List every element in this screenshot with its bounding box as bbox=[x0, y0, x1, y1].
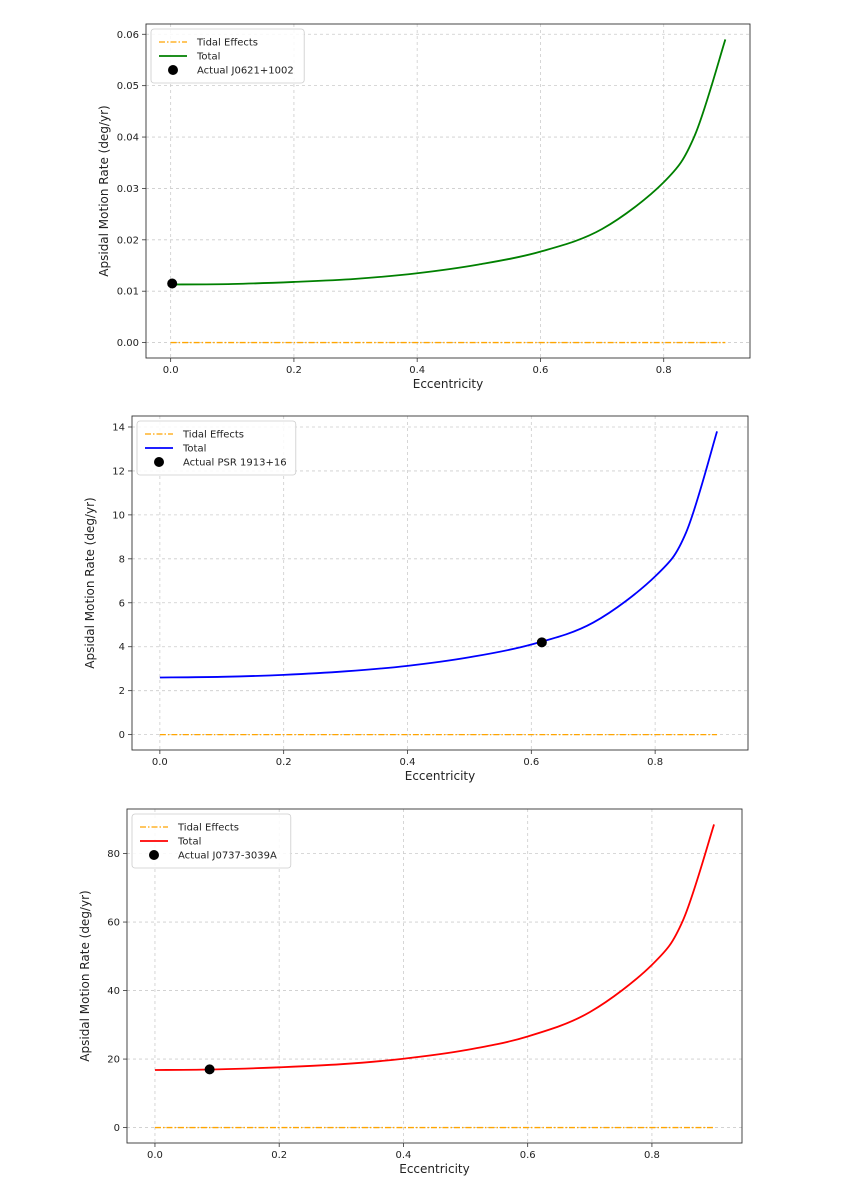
x-tick-label: 0.6 bbox=[523, 757, 539, 768]
y-tick-label: 8 bbox=[119, 554, 125, 565]
legend-label: Total bbox=[182, 444, 206, 455]
legend-label: Tidal Effects bbox=[182, 430, 244, 441]
plot-frame bbox=[126, 808, 743, 1144]
y-tick-label: 20 bbox=[107, 1055, 120, 1066]
total-curve bbox=[154, 824, 715, 1071]
x-tick-label: 0.4 bbox=[409, 365, 425, 376]
chart-2: 0.0 0.2 0.4 0.6 0.8 0 2 4 6 8 10 12 14 Eccentricity Ap… bbox=[83, 415, 749, 783]
y-tick-label: 0.00 bbox=[117, 338, 139, 349]
plot-frame bbox=[145, 23, 751, 359]
legend: Tidal Effects Total Actual PSR 1913+16 bbox=[136, 420, 297, 476]
plot-frame bbox=[131, 415, 749, 751]
x-tick-label: 0.2 bbox=[271, 1150, 287, 1161]
y-tick-label: 2 bbox=[119, 686, 125, 697]
y-tick-label: 40 bbox=[107, 986, 120, 997]
x-tick-label: 0.0 bbox=[147, 1150, 163, 1161]
y-tick-label: 4 bbox=[119, 642, 125, 653]
legend-label: Tidal Effects bbox=[177, 823, 239, 834]
x-tick-label: 0.8 bbox=[647, 757, 663, 768]
y-tick-label: 0.02 bbox=[117, 235, 139, 246]
legend-label: Actual J0621+1002 bbox=[197, 66, 294, 77]
legend-label: Total bbox=[196, 52, 220, 63]
y-tick-label: 0.06 bbox=[117, 30, 139, 41]
x-tick-label: 0.4 bbox=[400, 757, 416, 768]
x-axis-label: Eccentricity bbox=[413, 377, 483, 391]
y-tick-label: 0.05 bbox=[117, 81, 139, 92]
y-axis-label: Apsidal Motion Rate (deg/yr) bbox=[83, 497, 97, 668]
y-tick-label: 0 bbox=[119, 730, 125, 741]
x-tick-label: 0.4 bbox=[395, 1150, 411, 1161]
y-tick-label: 0.03 bbox=[117, 184, 139, 195]
legend-marker-icon bbox=[154, 457, 164, 467]
legend-label: Total bbox=[177, 837, 201, 848]
x-tick-label: 0.8 bbox=[656, 365, 672, 376]
y-axis-label: Apsidal Motion Rate (deg/yr) bbox=[97, 105, 111, 276]
y-tick-label: 0.01 bbox=[117, 287, 139, 298]
chart-1: 0.0 0.2 0.4 0.6 0.8 0.00 0.01 0.02 0.03 0.04 0.05 0… bbox=[97, 23, 751, 391]
y-tick-label: 6 bbox=[119, 598, 125, 609]
x-tick-label: 0.0 bbox=[152, 757, 168, 768]
total-curve bbox=[159, 431, 718, 679]
legend: Tidal Effects Total Actual J0737-3039A bbox=[131, 813, 292, 869]
y-tick-label: 10 bbox=[112, 510, 125, 521]
data-point-marker bbox=[536, 637, 547, 648]
x-axis-label: Eccentricity bbox=[399, 1162, 469, 1176]
x-tick-label: 0.0 bbox=[163, 365, 179, 376]
legend-marker-icon bbox=[149, 850, 159, 860]
chart-3: 0.0 0.2 0.4 0.6 0.8 0 20 40 60 80 Eccentricity Apsi… bbox=[78, 808, 743, 1176]
legend-box bbox=[136, 420, 297, 476]
x-tick-label: 0.2 bbox=[276, 757, 292, 768]
y-axis-label: Apsidal Motion Rate (deg/yr) bbox=[78, 890, 92, 1061]
y-tick-label: 80 bbox=[107, 849, 120, 860]
y-tick-label: 0 bbox=[114, 1123, 120, 1134]
legend-label: Actual PSR 1913+16 bbox=[183, 458, 287, 469]
legend-marker-icon bbox=[168, 65, 178, 75]
data-point-marker bbox=[204, 1064, 215, 1075]
y-tick-label: 0.04 bbox=[117, 133, 139, 144]
data-point-marker bbox=[167, 278, 178, 289]
legend-box bbox=[150, 28, 305, 84]
y-tick-label: 60 bbox=[107, 918, 120, 929]
legend-label: Tidal Effects bbox=[196, 38, 258, 49]
total-curve bbox=[170, 39, 727, 286]
y-tick-label: 12 bbox=[112, 466, 125, 477]
legend-label: Actual J0737-3039A bbox=[178, 851, 277, 862]
legend-box bbox=[131, 813, 292, 869]
x-tick-label: 0.6 bbox=[532, 365, 548, 376]
y-tick-label: 14 bbox=[112, 422, 125, 433]
x-axis-label: Eccentricity bbox=[405, 769, 475, 783]
legend: Tidal Effects Total Actual J0621+1002 bbox=[150, 28, 305, 84]
x-tick-label: 0.2 bbox=[286, 365, 302, 376]
x-tick-label: 0.8 bbox=[644, 1150, 660, 1161]
x-tick-label: 0.6 bbox=[520, 1150, 536, 1161]
